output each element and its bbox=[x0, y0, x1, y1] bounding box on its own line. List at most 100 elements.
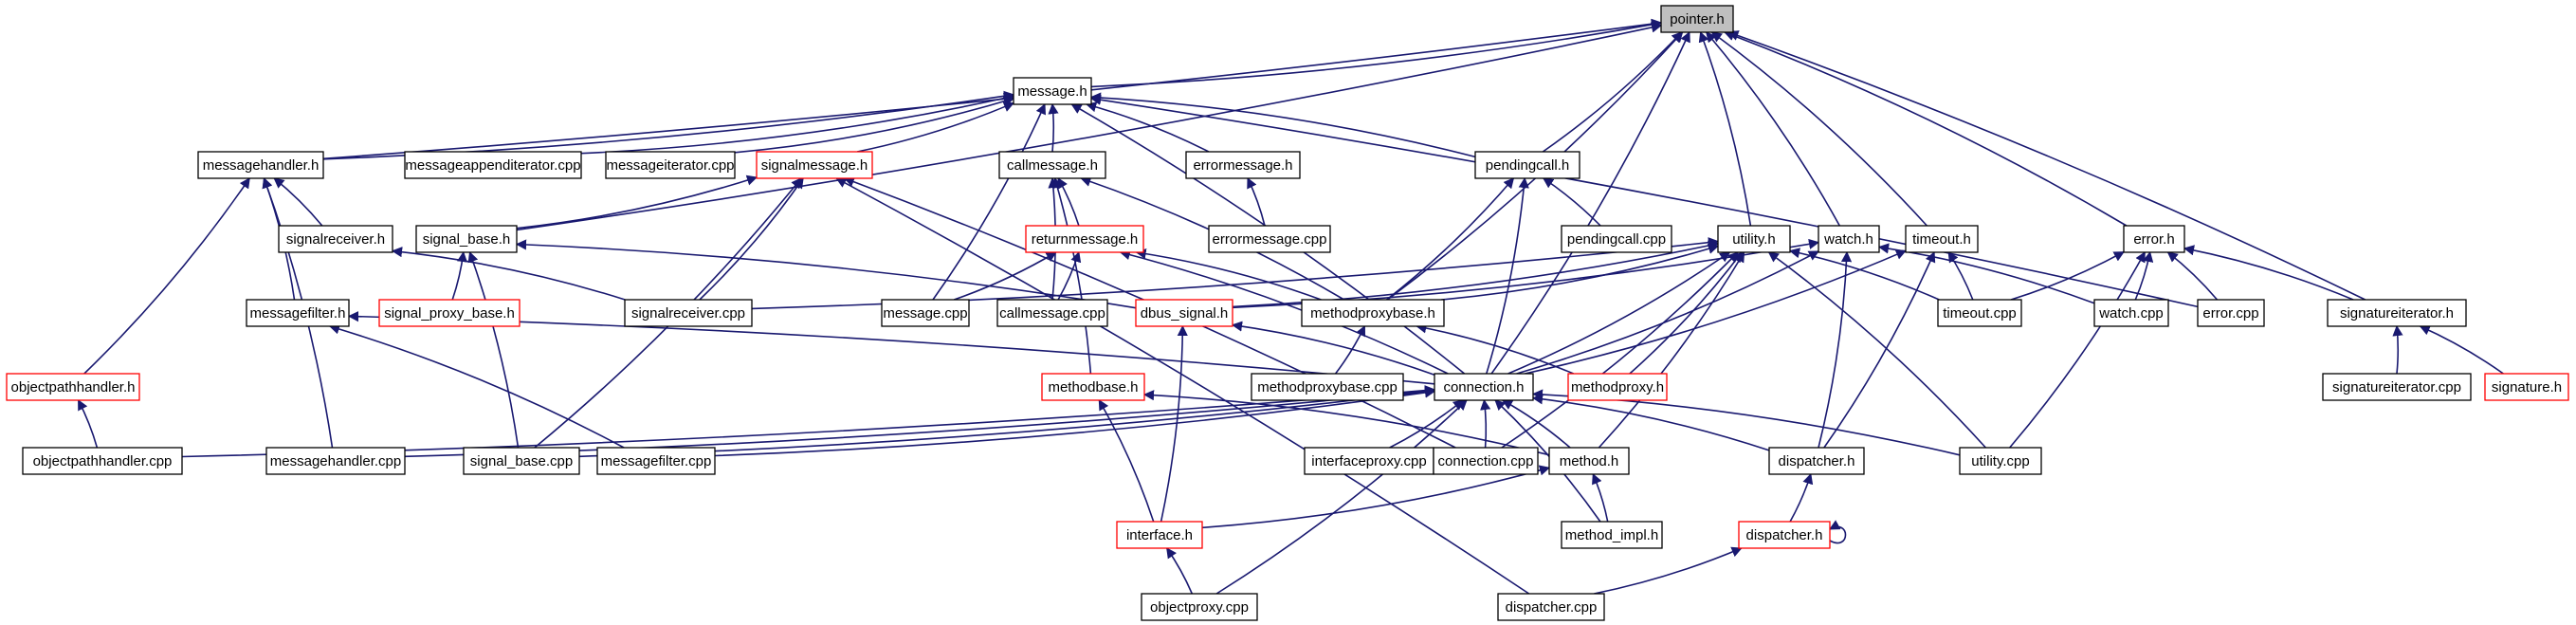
node-box[interactable] bbox=[1717, 225, 1791, 253]
node-box[interactable] bbox=[1116, 521, 1203, 549]
node-methodproxybase-cpp[interactable]: methodproxybase.cpp bbox=[1251, 373, 1404, 401]
node-box[interactable] bbox=[998, 151, 1106, 179]
node-box[interactable] bbox=[1135, 299, 1233, 327]
node-utility-h[interactable]: utility.h bbox=[1717, 225, 1791, 253]
node-box[interactable] bbox=[881, 299, 970, 327]
node-messageappenditerator-cpp[interactable]: messageappenditerator.cpp bbox=[404, 151, 582, 179]
node-error-cpp[interactable]: error.cpp bbox=[2197, 299, 2265, 327]
node-signalreceiver-cpp[interactable]: signalreceiver.cpp bbox=[624, 299, 753, 327]
node-error-h[interactable]: error.h bbox=[2123, 225, 2185, 253]
node-callmessage-h[interactable]: callmessage.h bbox=[998, 151, 1106, 179]
node-box[interactable] bbox=[596, 447, 716, 475]
node-objectpathhandler-h[interactable]: objectpathhandler.h bbox=[6, 373, 140, 401]
node-signal-proxy-base-h[interactable]: signal_proxy_base.h bbox=[378, 299, 521, 327]
node-box[interactable] bbox=[1141, 593, 1258, 621]
node-box[interactable] bbox=[1301, 299, 1445, 327]
node-pendingcall-h[interactable]: pendingcall.h bbox=[1474, 151, 1580, 179]
node-signatureiterator-h[interactable]: signatureiterator.h bbox=[2327, 299, 2467, 327]
node-connection-cpp[interactable]: connection.cpp bbox=[1433, 447, 1539, 475]
node-pointer-h[interactable]: pointer.h bbox=[1660, 5, 1734, 33]
node-box[interactable] bbox=[624, 299, 753, 327]
node-box[interactable] bbox=[2123, 225, 2185, 253]
node-box[interactable] bbox=[2197, 299, 2265, 327]
node-watch-h[interactable]: watch.h bbox=[1818, 225, 1880, 253]
node-interfaceproxy-cpp[interactable]: interfaceproxy.cpp bbox=[1304, 447, 1434, 475]
node-box[interactable] bbox=[1905, 225, 1979, 253]
node-box[interactable] bbox=[463, 447, 580, 475]
node-messagehandler-h[interactable]: messagehandler.h bbox=[197, 151, 324, 179]
node-box[interactable] bbox=[605, 151, 736, 179]
node-dispatcher-h-red[interactable]: dispatcher.h bbox=[1738, 521, 1831, 549]
node-signalmessage-h[interactable]: signalmessage.h bbox=[756, 151, 873, 179]
node-methodproxybase-h[interactable]: methodproxybase.h bbox=[1301, 299, 1445, 327]
node-box[interactable] bbox=[265, 447, 406, 475]
node-box[interactable] bbox=[1304, 447, 1434, 475]
node-signature-h[interactable]: signature.h bbox=[2484, 373, 2569, 401]
node-box[interactable] bbox=[378, 299, 521, 327]
node-box[interactable] bbox=[1567, 373, 1668, 401]
node-messagefilter-h[interactable]: messagefilter.h bbox=[246, 299, 350, 327]
node-box[interactable] bbox=[246, 299, 350, 327]
node-message-h[interactable]: message.h bbox=[1013, 77, 1092, 105]
node-messagefilter-cpp[interactable]: messagefilter.cpp bbox=[596, 447, 716, 475]
node-box[interactable] bbox=[404, 151, 582, 179]
node-box[interactable] bbox=[415, 225, 518, 253]
node-watch-cpp[interactable]: watch.cpp bbox=[2093, 299, 2169, 327]
node-box[interactable] bbox=[1013, 77, 1092, 105]
node-dispatcher-cpp[interactable]: dispatcher.cpp bbox=[1497, 593, 1605, 621]
node-callmessage-cpp[interactable]: callmessage.cpp bbox=[996, 299, 1108, 327]
node-box[interactable] bbox=[2484, 373, 2569, 401]
node-dispatcher-h[interactable]: dispatcher.h bbox=[1768, 447, 1865, 475]
node-timeout-h[interactable]: timeout.h bbox=[1905, 225, 1979, 253]
node-errormessage-h[interactable]: errormessage.h bbox=[1185, 151, 1301, 179]
node-message-cpp[interactable]: message.cpp bbox=[881, 299, 970, 327]
node-utility-cpp[interactable]: utility.cpp bbox=[1959, 447, 2042, 475]
node-methodbase-h[interactable]: methodbase.h bbox=[1041, 373, 1145, 401]
node-box[interactable] bbox=[278, 225, 393, 253]
node-box[interactable] bbox=[996, 299, 1108, 327]
node-messagehandler-cpp[interactable]: messagehandler.cpp bbox=[265, 447, 406, 475]
node-connection-h[interactable]: connection.h bbox=[1434, 373, 1534, 401]
node-box[interactable] bbox=[1959, 447, 2042, 475]
node-box[interactable] bbox=[6, 373, 140, 401]
node-methodproxy-h[interactable]: methodproxy.h bbox=[1567, 373, 1668, 401]
node-method-impl-h[interactable]: method_impl.h bbox=[1561, 521, 1663, 549]
node-box[interactable] bbox=[1185, 151, 1301, 179]
node-signal-base-cpp[interactable]: signal_base.cpp bbox=[463, 447, 580, 475]
node-dbus-signal-h[interactable]: dbus_signal.h bbox=[1135, 299, 1233, 327]
node-box[interactable] bbox=[1434, 373, 1534, 401]
node-box[interactable] bbox=[1561, 521, 1663, 549]
node-box[interactable] bbox=[2327, 299, 2467, 327]
node-box[interactable] bbox=[2322, 373, 2472, 401]
node-objectpathhandler-cpp[interactable]: objectpathhandler.cpp bbox=[22, 447, 183, 475]
node-box[interactable] bbox=[1251, 373, 1404, 401]
node-box[interactable] bbox=[1768, 447, 1865, 475]
node-box[interactable] bbox=[22, 447, 183, 475]
node-signalreceiver-h[interactable]: signalreceiver.h bbox=[278, 225, 393, 253]
node-box[interactable] bbox=[1208, 225, 1331, 253]
node-interface-h[interactable]: interface.h bbox=[1116, 521, 1203, 549]
node-timeout-cpp[interactable]: timeout.cpp bbox=[1937, 299, 2022, 327]
node-box[interactable] bbox=[1041, 373, 1145, 401]
node-box[interactable] bbox=[1937, 299, 2022, 327]
node-messageiterator-cpp[interactable]: messageiterator.cpp bbox=[605, 151, 736, 179]
node-box[interactable] bbox=[1497, 593, 1605, 621]
node-signal-base-h[interactable]: signal_base.h bbox=[415, 225, 518, 253]
node-box[interactable] bbox=[1660, 5, 1734, 33]
node-box[interactable] bbox=[1738, 521, 1831, 549]
node-box[interactable] bbox=[1433, 447, 1539, 475]
node-objectproxy-cpp[interactable]: objectproxy.cpp bbox=[1141, 593, 1258, 621]
node-method-h[interactable]: method.h bbox=[1548, 447, 1630, 475]
node-returnmessage-h[interactable]: returnmessage.h bbox=[1025, 225, 1144, 253]
node-box[interactable] bbox=[1474, 151, 1580, 179]
node-pendingcall-cpp[interactable]: pendingcall.cpp bbox=[1561, 225, 1672, 253]
node-box[interactable] bbox=[1025, 225, 1144, 253]
node-signatureiterator-cpp[interactable]: signatureiterator.cpp bbox=[2322, 373, 2472, 401]
node-box[interactable] bbox=[1818, 225, 1880, 253]
node-errormessage-cpp[interactable]: errormessage.cpp bbox=[1208, 225, 1331, 253]
node-box[interactable] bbox=[756, 151, 873, 179]
node-box[interactable] bbox=[2093, 299, 2169, 327]
node-box[interactable] bbox=[1548, 447, 1630, 475]
node-box[interactable] bbox=[1561, 225, 1672, 253]
node-box[interactable] bbox=[197, 151, 324, 179]
